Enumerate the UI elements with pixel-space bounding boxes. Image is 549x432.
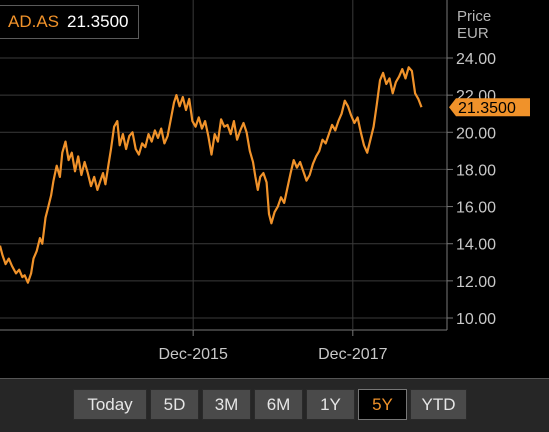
y-tick-label: 20.00: [456, 125, 496, 142]
y-tick-label: 10.00: [456, 311, 496, 328]
x-tick-label: Dec-2015: [158, 346, 227, 363]
x-tick-label: Dec-2017: [318, 346, 387, 363]
range-button-6m[interactable]: 6M: [254, 389, 303, 420]
range-button-group: Today 5D 3M 6M 1Y 5Y YTD: [73, 389, 467, 420]
y-tick-label: 14.00: [456, 237, 496, 254]
range-button-3m[interactable]: 3M: [202, 389, 251, 420]
y-tick-label: 18.00: [456, 162, 496, 179]
last-value-marker: 21.3500: [449, 98, 530, 117]
x-axis-ticks: Dec-2015 Dec-2017: [158, 330, 388, 363]
price-chart: 10.0012.0014.0016.0018.0020.0022.0024.00…: [0, 0, 530, 363]
y-tick-label: 16.00: [456, 200, 496, 217]
price-series-line: [0, 66, 423, 284]
y-tick-label: 24.00: [456, 51, 496, 68]
ticker-price: 21.3500: [67, 12, 129, 31]
y-axis-title-currency: EUR: [457, 25, 489, 42]
range-button-5y[interactable]: 5Y: [358, 389, 407, 420]
range-button-5d[interactable]: 5D: [150, 389, 199, 420]
last-value-badge: [449, 98, 530, 117]
y-tick-label: 12.00: [456, 274, 496, 291]
range-button-today[interactable]: Today: [73, 389, 147, 420]
range-button-ytd[interactable]: YTD: [410, 389, 467, 420]
range-selector-bar: Today 5D 3M 6M 1Y 5Y YTD: [0, 378, 549, 432]
last-value-label: 21.3500: [458, 100, 516, 117]
y-axis-title-price: Price: [457, 8, 492, 25]
ticker-badge: AD.AS 21.3500: [0, 5, 140, 39]
grid-lines: [0, 0, 448, 331]
range-button-1y[interactable]: 1Y: [306, 389, 355, 420]
ticker-symbol: AD.AS: [8, 12, 60, 31]
y-axis-title: Price EUR: [457, 8, 491, 42]
